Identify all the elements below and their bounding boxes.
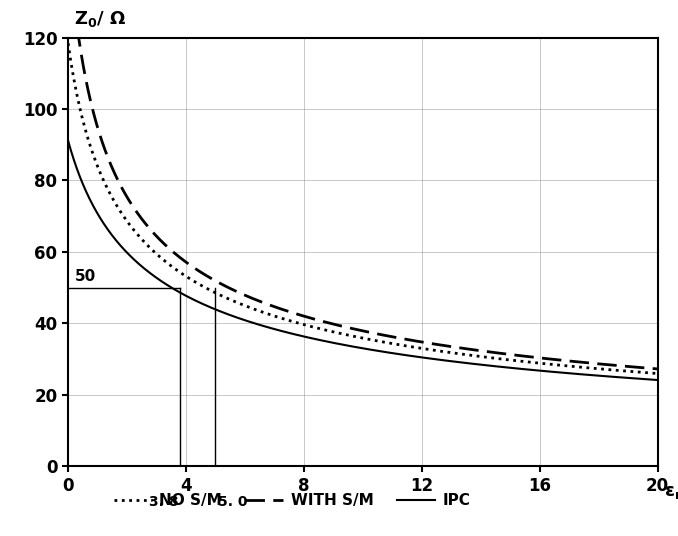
WITH S/M [469, 346, 477, 353]
IPC [124, 251, 132, 257]
Legend: NO S/M, WITH S/M, IPC: NO S/M, WITH S/M, IPC [108, 487, 477, 515]
IPC [534, 367, 542, 374]
Line: IPC: IPC [68, 140, 658, 380]
WITH S/M [524, 353, 532, 360]
IPC [469, 361, 477, 367]
WITH S/M [64, 34, 72, 41]
NO S/M [64, 40, 72, 47]
NO S/M [524, 359, 532, 365]
WITH S/M [654, 366, 662, 372]
IPC [524, 366, 532, 373]
Line: NO S/M: NO S/M [68, 43, 658, 374]
Line: WITH S/M: WITH S/M [68, 38, 658, 369]
IPC [323, 339, 332, 345]
Text: 50: 50 [75, 269, 96, 284]
NO S/M [323, 327, 332, 334]
WITH S/M [302, 314, 311, 320]
Text: 5. 0: 5. 0 [218, 495, 247, 509]
IPC [302, 334, 311, 340]
Text: $\mathbf{\varepsilon_r}$: $\mathbf{\varepsilon_r}$ [664, 483, 678, 502]
NO S/M [124, 220, 132, 226]
NO S/M [469, 352, 477, 359]
WITH S/M [323, 319, 332, 326]
Text: $\mathbf{Z_0}$/ $\mathbf{\Omega}$: $\mathbf{Z_0}$/ $\mathbf{\Omega}$ [74, 9, 126, 29]
IPC [64, 137, 72, 144]
WITH S/M [534, 354, 542, 361]
NO S/M [654, 370, 662, 377]
NO S/M [302, 322, 311, 329]
NO S/M [534, 360, 542, 366]
IPC [654, 377, 662, 383]
Text: 3. 8: 3. 8 [149, 495, 178, 509]
WITH S/M [124, 196, 132, 203]
